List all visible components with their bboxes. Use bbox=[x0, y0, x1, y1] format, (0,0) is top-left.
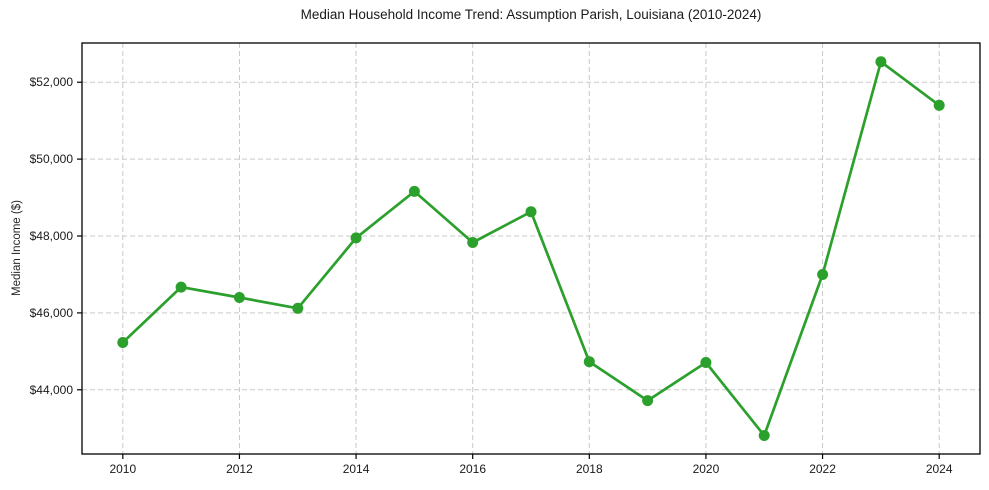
x-tick-label: 2024 bbox=[926, 462, 953, 476]
plot-border bbox=[81, 42, 981, 455]
y-tick-label: $46,000 bbox=[30, 306, 74, 320]
x-tick-label: 2022 bbox=[809, 462, 836, 476]
data-point-2020 bbox=[700, 357, 712, 368]
y-tick-label: $44,000 bbox=[30, 383, 74, 397]
data-point-2018 bbox=[583, 356, 595, 368]
data-point-2017 bbox=[525, 206, 537, 218]
trend-line bbox=[121, 60, 941, 437]
x-tick-label: 2016 bbox=[459, 462, 486, 476]
y-tick-label: $50,000 bbox=[30, 152, 74, 166]
data-point-2010 bbox=[117, 337, 129, 348]
data-point-2024 bbox=[933, 99, 945, 111]
x-tick-label: 2020 bbox=[693, 462, 720, 476]
gridlines bbox=[82, 43, 980, 454]
data-point-2016 bbox=[467, 237, 479, 248]
axis-ticks bbox=[77, 81, 940, 459]
data-point-2023 bbox=[875, 56, 887, 68]
data-point-2015 bbox=[408, 185, 420, 197]
data-point-2022 bbox=[817, 269, 829, 280]
data-point-2014 bbox=[350, 232, 362, 244]
data-points bbox=[117, 56, 945, 441]
data-point-2019 bbox=[642, 395, 654, 407]
x-tick-labels: 2010 2012 2014 2016 2018 2020 2022 2024 bbox=[109, 462, 952, 476]
x-tick-label: 2018 bbox=[576, 462, 603, 476]
data-point-2012 bbox=[233, 292, 245, 303]
data-point-2011 bbox=[175, 281, 187, 293]
x-tick-label: 2012 bbox=[226, 462, 253, 476]
data-point-2013 bbox=[292, 302, 304, 314]
y-tick-label: $52,000 bbox=[30, 75, 74, 89]
y-tick-label: $48,000 bbox=[30, 229, 74, 243]
x-tick-label: 2014 bbox=[343, 462, 370, 476]
chart-title: Median Household Income Trend: Assumptio… bbox=[300, 7, 762, 22]
y-tick-labels: $44,000 $46,000 $48,000 $50,000 $52,000 bbox=[30, 75, 74, 397]
data-point-2021 bbox=[758, 430, 770, 441]
x-tick-label: 2010 bbox=[109, 462, 136, 476]
